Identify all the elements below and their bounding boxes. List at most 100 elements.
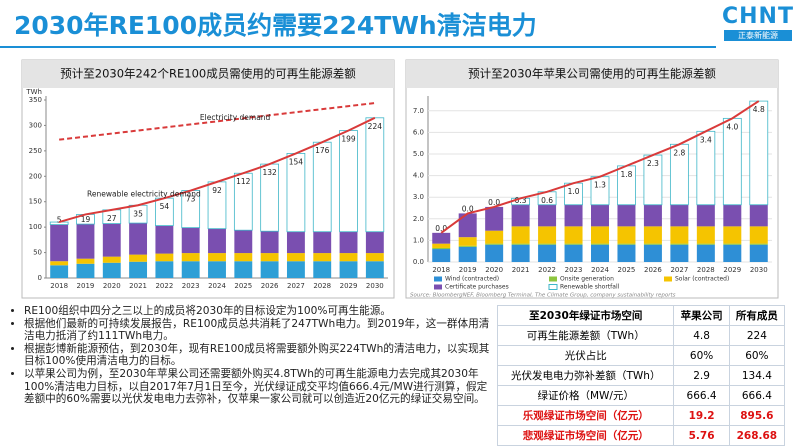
bar-segment — [339, 130, 358, 233]
table-cell: 60% — [673, 345, 730, 366]
bar-segment — [155, 225, 174, 254]
x-tick-label: 2024 — [591, 266, 609, 274]
bar-segment — [670, 204, 689, 227]
bar-segment — [313, 253, 332, 262]
bar-segment — [129, 223, 148, 255]
bar-segment — [339, 253, 358, 262]
table-row: 绿证价格（MW/元） 666.4 666.4 — [496, 385, 786, 406]
bar-segment — [511, 226, 530, 244]
data-label: 154 — [289, 157, 304, 166]
bar-segment — [260, 253, 279, 262]
bar-segment — [432, 249, 451, 262]
bar-segment — [591, 243, 609, 245]
data-label: 1.3 — [594, 181, 606, 190]
bullet: 根据他们最新的可持续发展报告，RE100成员总共消耗了247TWh电力。到201… — [24, 318, 494, 343]
bar-segment — [50, 261, 69, 266]
legend-swatch — [664, 276, 672, 282]
bar-segment — [432, 243, 451, 248]
bar-segment — [564, 204, 583, 227]
bar-segment — [511, 243, 530, 245]
table-row: 光伏发电电力弥补差额（TWh） 2.9 134.4 — [496, 365, 786, 386]
bar-segment — [102, 256, 121, 263]
data-label: 92 — [212, 186, 222, 195]
table-row: 至2030年绿证市场空间 苹果公司 所有成员 — [496, 305, 786, 326]
bar-segment — [458, 237, 477, 246]
data-label: 0.0 — [488, 198, 500, 207]
bullet: 根据彭博新能源预估，到2030年，现有RE100成员将需要额外购买224TWh的… — [24, 343, 494, 368]
table-cell: 绿证价格（MW/元） — [496, 385, 675, 406]
bar-segment — [591, 244, 609, 262]
y-tick-label: 3.0 — [413, 193, 424, 201]
bar-segment — [286, 231, 305, 254]
x-tick-label: 2030 — [366, 282, 384, 290]
legend-label: Wind (contracted) — [445, 276, 499, 283]
bar-segment — [312, 141, 332, 233]
bar-segment — [76, 258, 95, 264]
data-label: 112 — [236, 177, 251, 186]
table-cell: 895.6 — [728, 405, 786, 426]
logo-subtext: 正泰新能源 — [724, 30, 792, 41]
slide-title: 2030年RE100成员约需要224TWh清洁电力 — [14, 11, 537, 40]
x-tick-label: 2018 — [50, 282, 68, 290]
y-tick-label: 4.0 — [413, 172, 424, 180]
bar-segment — [591, 226, 609, 244]
table-cell: 134.4 — [728, 365, 786, 386]
x-tick-label: 2022 — [538, 266, 556, 274]
bar-segment — [511, 244, 530, 262]
table-cell: 光伏占比 — [496, 345, 675, 366]
bar-segment — [643, 226, 662, 244]
x-tick-label: 2019 — [459, 266, 477, 274]
legend-swatch — [548, 284, 558, 290]
bar-segment — [129, 254, 148, 262]
x-tick-label: 2027 — [287, 282, 305, 290]
bar-segment — [538, 204, 557, 227]
bar-segment — [591, 204, 609, 227]
legend-label: Renewable shortfall — [560, 284, 620, 291]
x-tick-label: 2027 — [670, 266, 688, 274]
x-tick-label: 2030 — [750, 266, 768, 274]
bar-segment — [749, 204, 768, 227]
table-cell: 5.76 — [673, 425, 730, 446]
bar-segment — [749, 244, 768, 262]
bar-segment — [50, 224, 69, 262]
data-label: 5 — [57, 216, 62, 225]
x-tick-label: 2025 — [618, 266, 636, 274]
line — [58, 116, 376, 224]
line — [59, 102, 375, 141]
y-tick-label: 0 — [38, 274, 42, 282]
table-cell: 268.68 — [728, 425, 786, 446]
data-label: 0.0 — [435, 224, 447, 233]
bar-segment — [617, 243, 636, 245]
x-tick-label: 2020 — [103, 282, 121, 290]
bar-segment — [313, 261, 332, 278]
data-label: 3.4 — [700, 135, 712, 144]
bar-segment — [749, 100, 769, 206]
x-tick-label: 2018 — [432, 266, 450, 274]
table-row: 可再生能源差额（TWh） 4.8 224 — [496, 325, 786, 346]
bar-segment — [538, 226, 557, 244]
bar-segment — [749, 226, 768, 244]
bar-segment — [670, 243, 689, 245]
x-tick-label: 2022 — [155, 282, 173, 290]
bar-segment — [432, 232, 451, 244]
bar-segment — [181, 261, 200, 278]
y-tick-label: 0.0 — [413, 258, 424, 266]
x-tick-label: 2024 — [208, 282, 226, 290]
x-tick-label: 2029 — [723, 266, 741, 274]
bar-segment — [208, 253, 226, 262]
chart-title: 预计至2030年242个RE100成员需使用的可再生能源差额 — [60, 67, 356, 81]
bar-segment — [102, 262, 121, 278]
y-tick-label: 350 — [29, 96, 42, 104]
data-label: 4.0 — [726, 122, 738, 131]
bar-segment — [643, 244, 662, 262]
x-tick-label: 2029 — [340, 282, 358, 290]
x-tick-label: 2023 — [182, 282, 200, 290]
legend-swatch — [434, 276, 442, 282]
bullet: 以苹果公司为例，至2030年苹果公司还需要额外购买4.8TWh的可再生能源电力去… — [24, 368, 494, 406]
bar-segment — [696, 204, 715, 227]
title-rule — [0, 46, 716, 48]
x-tick-label: 2019 — [77, 282, 95, 290]
y-unit: TWh — [25, 88, 42, 96]
bar-segment — [155, 253, 174, 262]
